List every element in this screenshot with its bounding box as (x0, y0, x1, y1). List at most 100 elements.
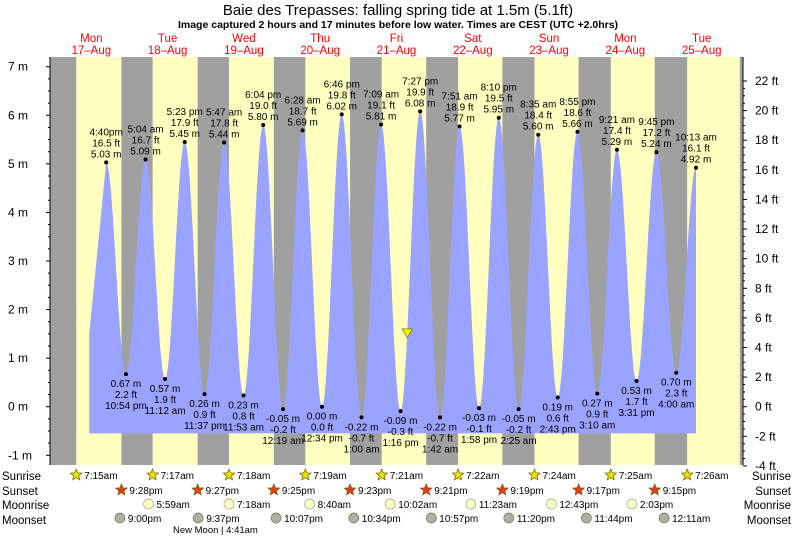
current-tide-marker (401, 328, 413, 339)
high-time: 8:55 pm (559, 97, 595, 108)
low-ft: 0.8 ft (232, 412, 254, 423)
moonrise-label-right: Moonrise (744, 500, 791, 512)
sunrise-time: 7:19am (313, 471, 346, 482)
sunrise-label-right: Sunrise (752, 471, 791, 483)
tide-point (300, 128, 305, 133)
low-time: 12:19 am (262, 436, 304, 447)
high-time: 7:51 am (442, 91, 478, 102)
left-tick-label: 1 m (8, 351, 28, 365)
moonset-icon (270, 512, 282, 524)
sunrise-icon (527, 468, 542, 481)
low-m: -0.05 m (502, 414, 536, 425)
sunrise-icon (222, 468, 236, 481)
low-m: 0.26 m (189, 399, 220, 410)
low-time: 11:12 am (145, 406, 186, 417)
high-time: 8:35 am (520, 100, 556, 111)
high-ft: 19.5 ft (485, 94, 513, 105)
low-time: 1:42 am (422, 444, 458, 455)
right-tick-label: -4 ft (755, 459, 776, 473)
sunrise-time: 7:21am (390, 471, 423, 482)
high-m: 5.77 m (444, 113, 475, 124)
axes: -1 m 0 m 1 m 2 m 3 m 4 m 5 m 6 m 7 m -4 ft -2 ft 0 … (8, 57, 779, 473)
sunset-time: 9:21pm (434, 486, 467, 497)
high-m: 5.09 m (130, 146, 161, 157)
sunset-icon (114, 483, 128, 496)
moonset-time: 10:34pm (362, 514, 401, 525)
moonrise-icon (304, 498, 315, 510)
sunset-label-right: Sunset (755, 486, 792, 498)
low-time: 3:31 pm (618, 408, 654, 419)
high-ft: 16.5 ft (92, 138, 120, 149)
high-m: 5.44 m (209, 129, 240, 140)
high-time: 9:45 pm (638, 117, 674, 128)
low-ft: 1.9 ft (154, 395, 176, 406)
moon-phase: New Moon | 4:41am (173, 525, 258, 536)
high-m: 5.03 m (91, 149, 122, 160)
sunrise-icon (375, 468, 389, 481)
high-ft: 19.1 ft (367, 101, 395, 112)
day-weekday: Sat (464, 33, 482, 45)
high-time: 6:46 pm (324, 79, 360, 90)
high-time: 9:21 am (599, 115, 635, 126)
sunrise-time: 7:18am (237, 471, 270, 482)
low-ft: -0.2 ft (506, 425, 532, 436)
day-headers: Mon17–AugTue18–AugWed19–AugThu20–AugFri2… (71, 33, 721, 57)
high-ft: 16.1 ft (682, 144, 710, 155)
high-ft: 19.0 ft (249, 101, 277, 112)
tide-point (694, 165, 699, 170)
sunset-time: 9:28pm (129, 486, 162, 497)
low-ft: -0.3 ft (388, 427, 414, 438)
low-time: 11:53 am (223, 423, 264, 434)
sunset-icon (267, 483, 281, 496)
day-date: 24–Aug (606, 45, 646, 57)
high-m: 5.60 m (523, 122, 554, 133)
moonrise-time: 8:40am (318, 500, 351, 511)
sunset-icon (191, 483, 205, 496)
tide-point (222, 140, 227, 145)
low-time: 3:10 am (579, 421, 615, 432)
moonset-time: 10:57pm (439, 514, 478, 525)
left-tick-label: 3 m (8, 254, 28, 268)
day-weekday: Tue (158, 33, 177, 45)
tide-point (614, 147, 619, 152)
tide-point (398, 409, 403, 414)
low-m: 0.67 m (111, 379, 142, 390)
sunrise-time: 7:15am (84, 471, 117, 482)
left-tick-label: 5 m (8, 157, 28, 171)
right-tick-label: 20 ft (755, 104, 779, 118)
tide-point (143, 157, 148, 162)
moonset-time: 12:11am (672, 514, 710, 525)
low-m: 0.70 m (661, 378, 692, 389)
right-tick-label: 10 ft (755, 252, 779, 266)
left-tick-label: 7 m (8, 60, 28, 74)
tide-point (202, 392, 207, 397)
chart-subtitle: Image captured 2 hours and 17 minutes be… (178, 19, 618, 31)
low-time: 2:43 pm (540, 424, 576, 435)
moonset-time: 11:20pm (517, 514, 555, 525)
moonset-icon (425, 512, 437, 524)
low-m: 0.53 m (621, 386, 652, 397)
sunrise-icon (604, 468, 618, 481)
day-weekday: Mon (614, 33, 636, 45)
left-tick-label: 0 m (8, 400, 28, 414)
day-date: 22–Aug (453, 45, 493, 57)
low-time: 1:16 pm (382, 438, 418, 449)
moonrise-time: 10:02am (398, 500, 437, 511)
low-ft: 2.2 ft (115, 390, 137, 401)
tide-point (634, 378, 639, 383)
tide-point (496, 115, 501, 120)
sunset-time: 9:15pm (663, 486, 696, 497)
tide-point (379, 122, 384, 127)
moonset-time: 9:37pm (206, 514, 239, 525)
low-ft: -0.7 ft (349, 433, 375, 444)
sunrise-icon (298, 468, 312, 481)
low-ft: 0.0 ft (311, 423, 333, 434)
sunset-label: Sunset (2, 486, 39, 498)
high-ft: 17.2 ft (642, 128, 670, 139)
sunset-time: 9:25pm (282, 486, 315, 497)
day-date: 19–Aug (224, 45, 264, 57)
tide-point (438, 415, 443, 420)
high-ft: 17.9 ft (171, 118, 199, 129)
high-m: 5.29 m (602, 137, 633, 148)
